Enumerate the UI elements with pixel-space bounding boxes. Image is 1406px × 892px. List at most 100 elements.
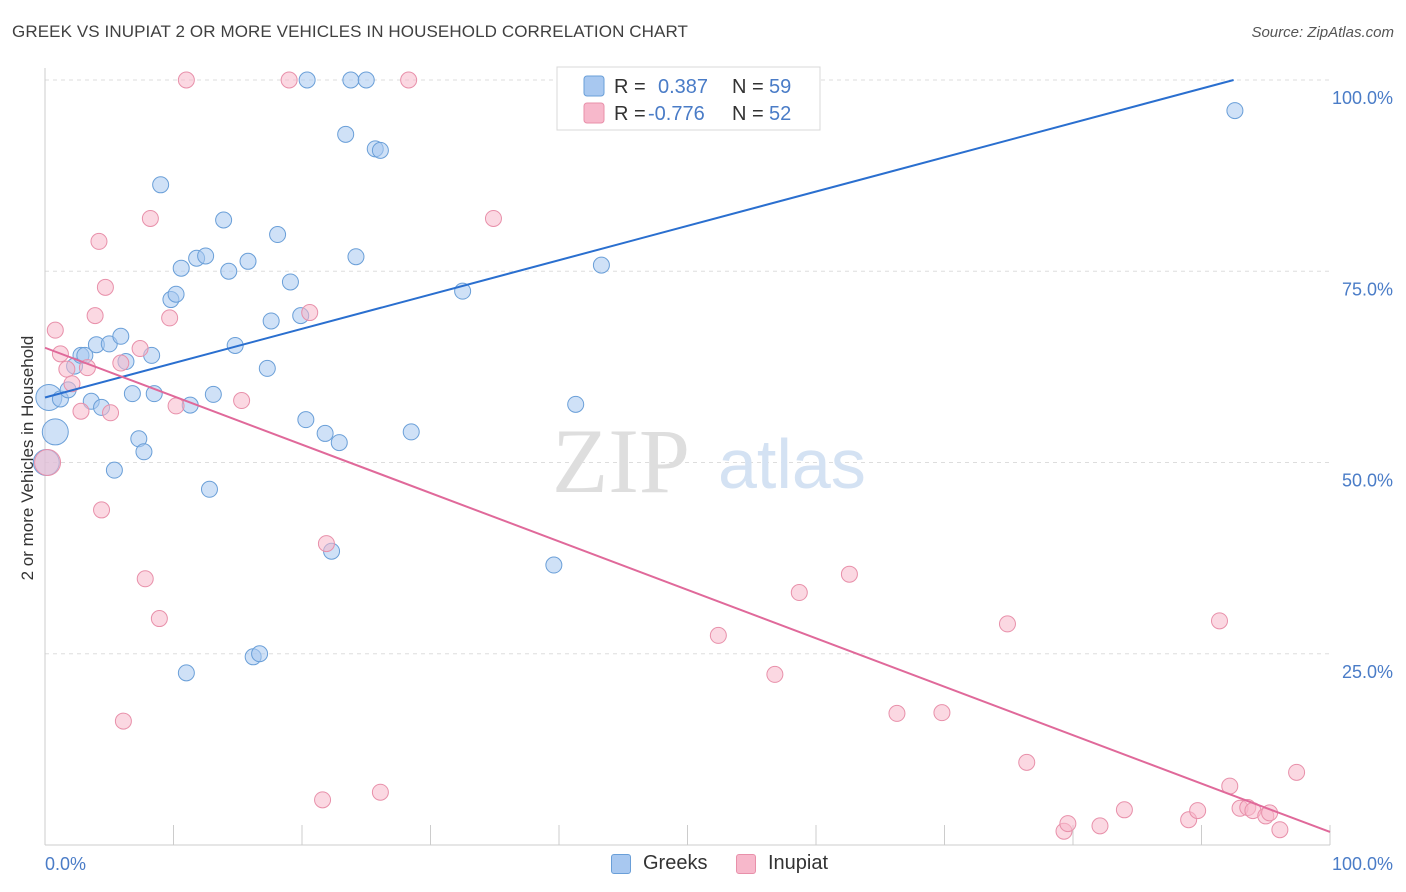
inupiat-point <box>484 209 502 227</box>
bottom-legend: Greeks Inupiat <box>0 852 1406 878</box>
greeks-point <box>316 424 334 442</box>
greeks-point <box>41 418 69 446</box>
greeks-point <box>567 395 585 413</box>
inupiat-point <box>150 610 168 628</box>
inupiat-point <box>371 783 389 801</box>
x-tick-label-max: 100.0% <box>1332 854 1393 874</box>
greeks-point <box>204 385 222 403</box>
legend-greeks-r-value: 0.387 <box>658 76 708 98</box>
greeks-point <box>112 327 130 345</box>
inupiat-point <box>1210 612 1228 630</box>
inupiat-point <box>177 71 195 89</box>
greeks-point <box>337 125 355 143</box>
inupiat-point <box>998 615 1016 633</box>
inupiat-point <box>102 404 120 422</box>
inupiat-point <box>301 304 319 322</box>
greeks-point <box>357 71 375 89</box>
greeks-point <box>297 411 315 429</box>
legend-inupiat-n-value: 52 <box>769 103 791 125</box>
inupiat-point <box>840 565 858 583</box>
inupiat-point <box>114 712 132 730</box>
legend: R = 0.387 N = 59 R = -0.776 N = 52 <box>556 66 821 131</box>
inupiat-point <box>790 584 808 602</box>
inupiat-point <box>63 375 81 393</box>
bottom-legend-greeks-swatch <box>611 853 631 874</box>
greeks-point <box>251 645 269 663</box>
source-credit: Source: ZipAtlas.com <box>1251 24 1394 41</box>
greeks-point <box>172 259 190 277</box>
inupiat-point <box>90 232 108 250</box>
inupiat-point <box>1091 817 1109 835</box>
inupiat-point <box>58 360 76 378</box>
greeks-point <box>123 385 141 403</box>
legend-inupiat-r-label: R = <box>614 103 646 125</box>
inupiat-point <box>112 354 130 372</box>
inupiat-point <box>1115 801 1133 819</box>
greeks-point <box>220 262 238 280</box>
inupiat-point <box>766 665 784 683</box>
inupiat-point <box>72 402 90 420</box>
legend-inupiat-swatch <box>583 102 605 124</box>
greeks-point <box>239 252 257 270</box>
axes: 25.0% 50.0% 75.0% 100.0% 0.0% 100.0% <box>44 68 1393 874</box>
greeks-point <box>200 480 218 498</box>
inupiat-point <box>1189 802 1207 820</box>
inupiat-point <box>161 309 179 327</box>
bottom-legend-inupiat-swatch <box>736 853 756 874</box>
y-axis-label: 2 or more Vehicles in Household <box>18 336 37 581</box>
legend-inupiat-n-label: N = <box>732 103 764 125</box>
inupiat-point <box>136 570 154 588</box>
chart-title: GREEK VS INUPIAT 2 OR MORE VEHICLES IN H… <box>12 22 689 41</box>
legend-greeks-n-value: 59 <box>769 76 791 98</box>
greeks-point <box>402 423 420 441</box>
greeks-point <box>342 71 360 89</box>
greeks-point <box>592 256 610 274</box>
bottom-legend-inupiat-label: Inupiat <box>768 852 829 874</box>
greeks-point <box>262 312 280 330</box>
inupiat-point <box>400 71 418 89</box>
gridlines <box>45 79 1330 655</box>
inupiat-point <box>131 340 149 358</box>
greeks-point <box>258 359 276 377</box>
inupiat-point <box>1288 763 1306 781</box>
greeks-point <box>298 71 316 89</box>
greeks-point <box>371 141 389 159</box>
bottom-legend-inupiat: Inupiat <box>736 852 828 875</box>
y-tick-label: 100.0% <box>1332 88 1393 108</box>
greeks-point <box>269 226 287 244</box>
inupiat-point <box>141 209 159 227</box>
legend-greeks-r-label: R = <box>614 76 646 98</box>
bottom-legend-greeks-label: Greeks <box>643 852 708 874</box>
greeks-point <box>330 434 348 452</box>
inupiat-point <box>46 321 64 339</box>
greeks-trend-line <box>44 79 1234 399</box>
inupiat-point <box>314 791 332 809</box>
y-tick-label: 75.0% <box>1342 279 1393 299</box>
greeks-point <box>152 176 170 194</box>
greeks-point <box>135 443 153 461</box>
legend-greeks-n-label: N = <box>732 76 764 98</box>
watermark-atlas: atlas <box>718 425 866 503</box>
y-tick-label: 25.0% <box>1342 662 1393 682</box>
inupiat-point <box>1018 753 1036 771</box>
inupiat-point <box>34 449 62 476</box>
greeks-point <box>281 273 299 291</box>
watermark: ZIP atlas <box>552 410 866 512</box>
greeks-point <box>1226 102 1244 120</box>
inupiat-point <box>933 704 951 722</box>
greeks-points <box>32 71 1244 682</box>
greeks-point <box>215 211 233 229</box>
greeks-point <box>197 247 215 265</box>
inupiat-point <box>1271 821 1289 839</box>
inupiat-point <box>888 704 906 722</box>
legend-greeks-swatch <box>583 75 605 97</box>
x-tick-label-min: 0.0% <box>45 854 86 874</box>
greeks-point <box>347 248 365 266</box>
watermark-zip: ZIP <box>552 410 690 512</box>
inupiat-point <box>93 501 111 519</box>
bottom-legend-greeks: Greeks <box>611 852 707 875</box>
inupiat-point <box>709 626 727 644</box>
inupiat-point <box>96 278 114 296</box>
greeks-point <box>177 664 195 682</box>
